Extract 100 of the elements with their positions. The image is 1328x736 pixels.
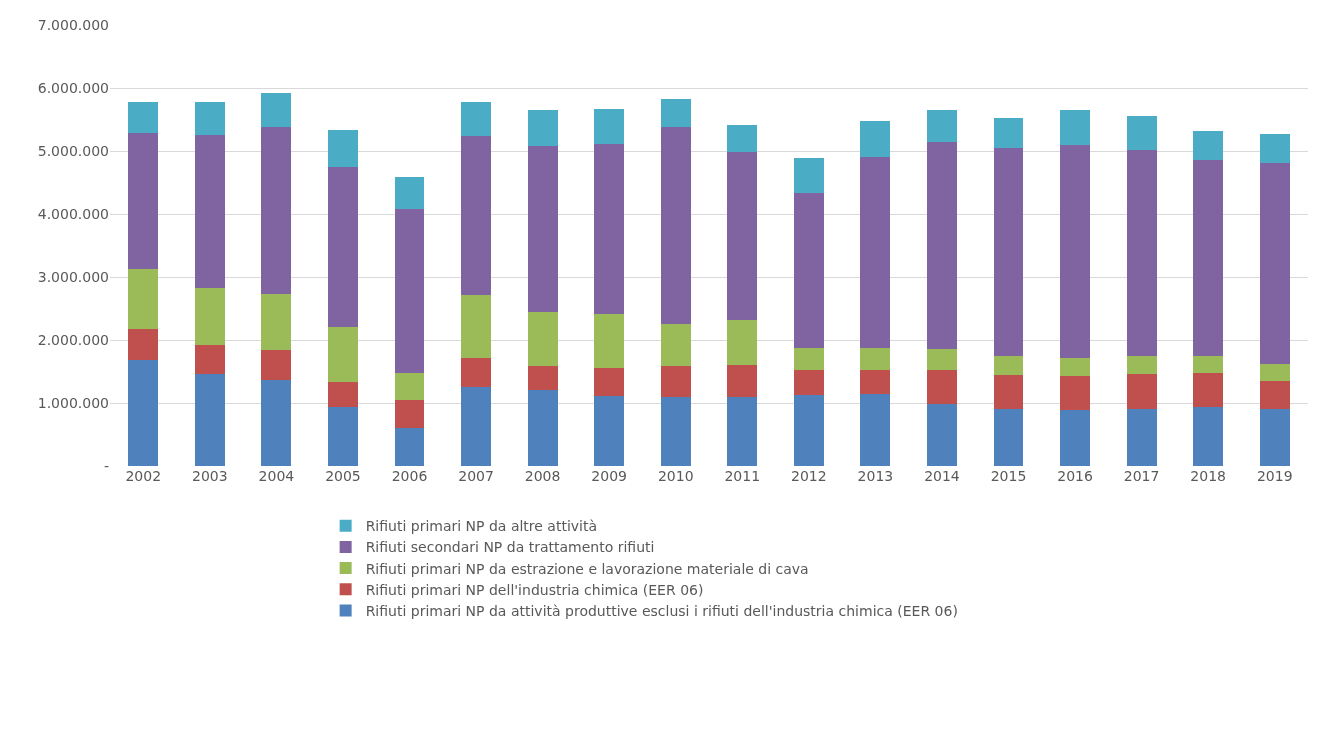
x-tick-label: 2011 xyxy=(724,468,761,484)
y-tick-label: 1.000.000 xyxy=(37,394,109,411)
bar xyxy=(1060,358,1091,376)
bar xyxy=(993,117,1024,148)
bar xyxy=(194,345,225,375)
x-tick-label: 2002 xyxy=(125,468,162,484)
y-tick-label: 6.000.000 xyxy=(37,79,109,96)
bar xyxy=(527,366,558,391)
bar xyxy=(261,127,292,295)
bar xyxy=(660,366,691,398)
bar xyxy=(660,324,691,367)
bar xyxy=(926,403,957,466)
bar xyxy=(993,355,1024,376)
bar xyxy=(793,394,824,466)
x-tick-label: 2005 xyxy=(325,468,361,484)
y-tick-label: 5.000.000 xyxy=(37,142,109,159)
bar xyxy=(461,294,492,358)
x-tick-label: 2016 xyxy=(1057,468,1093,484)
bar xyxy=(394,177,425,209)
bar xyxy=(993,375,1024,409)
bar xyxy=(594,367,625,397)
bar xyxy=(1259,363,1290,381)
bar xyxy=(926,110,957,142)
bar xyxy=(1060,110,1091,145)
bar xyxy=(1060,375,1091,410)
bar xyxy=(1193,407,1224,466)
bar xyxy=(1259,408,1290,466)
bar xyxy=(461,357,492,387)
legend-label: Rifiuti primari NP da altre attività xyxy=(365,518,598,535)
bar xyxy=(793,193,824,349)
legend-label: Rifiuti primari NP dell'industria chimica (EER 06) xyxy=(365,581,704,598)
bar xyxy=(793,369,824,395)
bar xyxy=(926,141,957,349)
bar xyxy=(1126,149,1157,356)
bar xyxy=(860,393,891,466)
bar xyxy=(594,396,625,466)
y-tick-label: - xyxy=(103,457,109,474)
x-tick-label: 2015 xyxy=(990,468,1027,484)
bar xyxy=(1259,380,1290,409)
bar xyxy=(860,348,891,370)
bar xyxy=(394,373,425,401)
bar xyxy=(128,133,159,269)
x-tick-label: 2014 xyxy=(924,468,960,484)
bar xyxy=(527,312,558,367)
bar xyxy=(1126,116,1157,150)
legend-label: Rifiuti primari NP da attività produttive esclusi i rifiuti dell'industria chimica (EER 06) xyxy=(365,602,958,619)
bar xyxy=(993,147,1024,356)
y-tick-label: 2.000.000 xyxy=(37,331,109,348)
x-tick-label: 2003 xyxy=(192,468,228,484)
bar xyxy=(860,369,891,394)
bar xyxy=(327,166,358,327)
bar xyxy=(1126,355,1157,375)
bar xyxy=(394,400,425,429)
bar xyxy=(461,386,492,466)
bar xyxy=(660,98,691,128)
bar xyxy=(128,329,159,360)
bar xyxy=(1126,374,1157,409)
bar xyxy=(793,348,824,370)
bar xyxy=(194,135,225,289)
y-tick-label: 4.000.000 xyxy=(37,205,109,222)
bar xyxy=(727,397,758,466)
bar xyxy=(527,145,558,313)
bar xyxy=(394,428,425,466)
bar xyxy=(128,101,159,134)
bar xyxy=(261,93,292,128)
bar xyxy=(660,127,691,325)
x-tick-label: 2008 xyxy=(524,468,561,484)
x-tick-label: 2007 xyxy=(458,468,494,484)
x-tick-label: 2006 xyxy=(391,468,428,484)
bar xyxy=(860,156,891,349)
bar xyxy=(793,157,824,194)
bar xyxy=(594,144,625,315)
bar xyxy=(660,397,691,466)
bar xyxy=(194,288,225,346)
bar xyxy=(1193,130,1224,160)
bar xyxy=(461,135,492,295)
bar xyxy=(1259,133,1290,163)
x-tick-label: 2009 xyxy=(591,468,627,484)
bar xyxy=(1060,144,1091,359)
bar xyxy=(727,319,758,366)
bar xyxy=(461,101,492,136)
x-tick-label: 2019 xyxy=(1256,468,1293,484)
bar xyxy=(261,380,292,466)
bar xyxy=(594,314,625,368)
bar xyxy=(327,129,358,167)
x-tick-label: 2017 xyxy=(1123,468,1160,484)
bar xyxy=(128,268,159,330)
bar xyxy=(527,390,558,466)
bar xyxy=(327,381,358,407)
bar xyxy=(926,369,957,404)
bar xyxy=(261,350,292,381)
bar xyxy=(1126,408,1157,466)
legend-label: Rifiuti primari NP da estrazione e lavorazione materiale di cava xyxy=(365,560,809,577)
legend-label: Rifiuti secondari NP da trattamento rifiuti xyxy=(365,539,655,556)
bar xyxy=(1060,409,1091,466)
x-tick-label: 2010 xyxy=(657,468,694,484)
bar xyxy=(926,348,957,370)
bar xyxy=(327,326,358,382)
bar xyxy=(1193,159,1224,356)
x-tick-label: 2013 xyxy=(857,468,894,484)
